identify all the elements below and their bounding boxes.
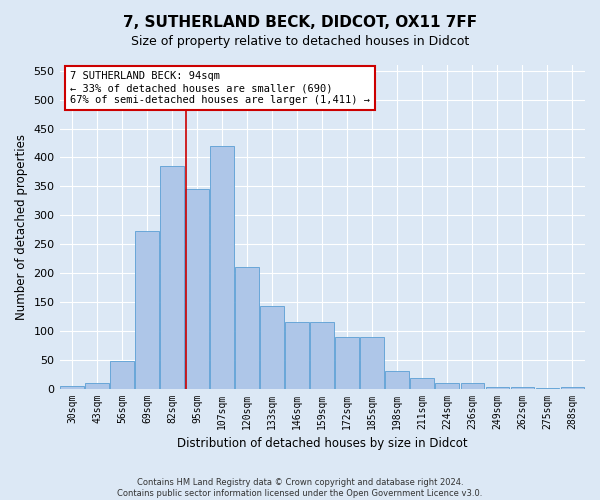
Bar [185, 189, 209, 388]
Y-axis label: Number of detached properties: Number of detached properties [15, 134, 28, 320]
Bar [260, 306, 284, 388]
Bar [560, 387, 584, 388]
Text: Size of property relative to detached houses in Didcot: Size of property relative to detached ho… [131, 35, 469, 48]
Bar [461, 383, 484, 388]
Bar [60, 386, 84, 388]
Text: 7, SUTHERLAND BECK, DIDCOT, OX11 7FF: 7, SUTHERLAND BECK, DIDCOT, OX11 7FF [123, 15, 477, 30]
Text: Contains HM Land Registry data © Crown copyright and database right 2024.
Contai: Contains HM Land Registry data © Crown c… [118, 478, 482, 498]
Bar [235, 267, 259, 388]
Bar [160, 166, 184, 388]
Bar [110, 361, 134, 388]
Bar [410, 378, 434, 388]
Bar [361, 336, 384, 388]
Bar [310, 322, 334, 388]
Bar [210, 146, 234, 388]
Bar [85, 383, 109, 388]
Bar [485, 387, 509, 388]
Bar [385, 371, 409, 388]
Bar [436, 383, 459, 388]
Bar [135, 232, 159, 388]
Bar [286, 322, 309, 388]
X-axis label: Distribution of detached houses by size in Didcot: Distribution of detached houses by size … [177, 437, 467, 450]
Bar [511, 387, 535, 388]
Text: 7 SUTHERLAND BECK: 94sqm
← 33% of detached houses are smaller (690)
67% of semi-: 7 SUTHERLAND BECK: 94sqm ← 33% of detach… [70, 72, 370, 104]
Bar [335, 336, 359, 388]
